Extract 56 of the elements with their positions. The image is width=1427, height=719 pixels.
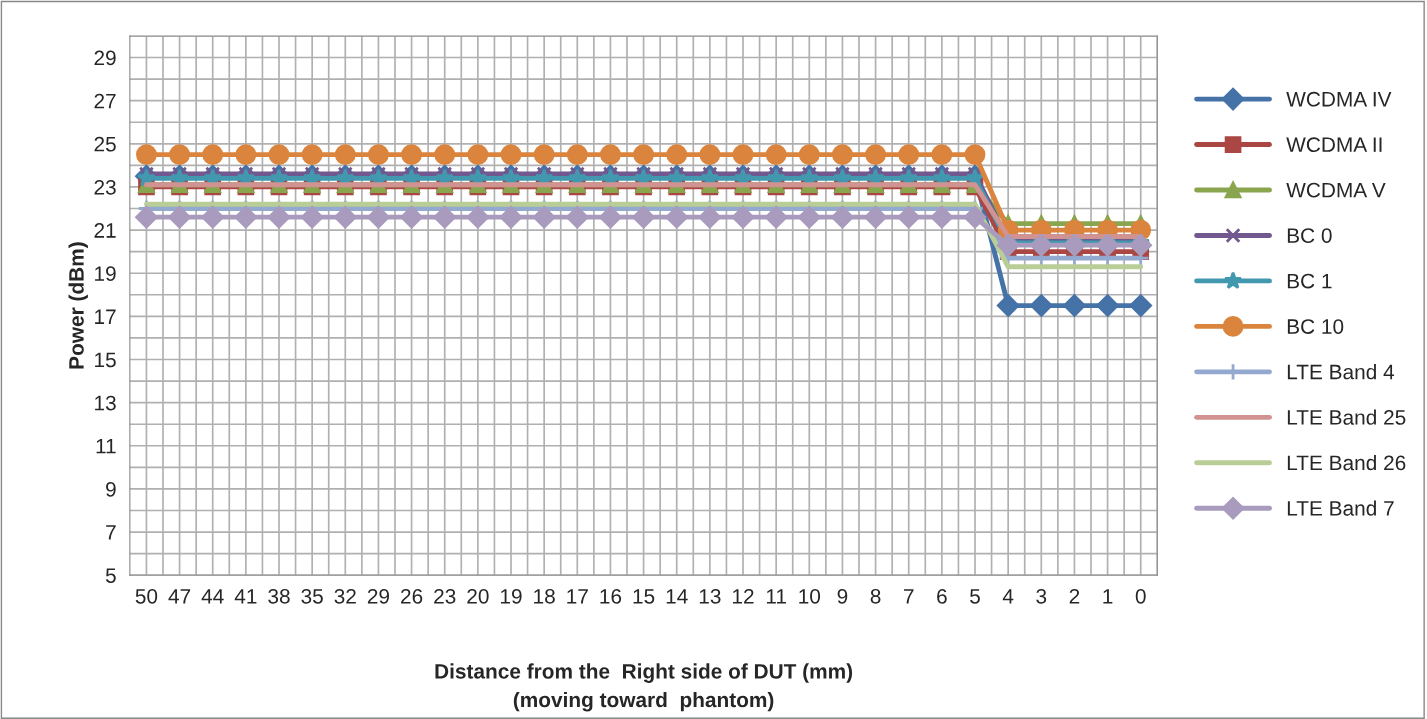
- x-tick-label: 32: [334, 588, 356, 604]
- x-tick-label: 14: [666, 589, 688, 604]
- x-tick-label: 50: [135, 588, 158, 604]
- x-tick-label: 8: [870, 588, 881, 604]
- x-tick-label: 17: [567, 589, 588, 604]
- x-tick-label: 1: [1103, 589, 1113, 604]
- x-tick-label: 10: [799, 588, 821, 604]
- x-tick-label: 15: [633, 589, 655, 604]
- x-tick-label: 16: [600, 588, 622, 604]
- legend-label: WCDMA IV: [1286, 91, 1392, 107]
- x-tick-label: 4: [1002, 589, 1014, 604]
- legend-label: WCDMA II: [1286, 137, 1382, 153]
- y-tick-label: 13: [95, 395, 116, 411]
- x-tick-label: 5: [970, 589, 980, 604]
- x-tick-label: 11: [766, 589, 786, 604]
- legend-label: WCDMA V: [1286, 182, 1386, 198]
- x-tick-label: 9: [837, 588, 848, 604]
- y-tick-label: 25: [94, 136, 116, 152]
- x-tick-label: 2: [1069, 588, 1080, 604]
- legend-label: LTE Band 25: [1287, 409, 1406, 425]
- legend-label: LTE Band 26: [1287, 454, 1406, 471]
- x-tick-label: 0: [1135, 588, 1146, 604]
- x-tick-label: 20: [467, 588, 489, 604]
- y-tick-label: 9: [106, 481, 116, 497]
- y-tick-label: 15: [95, 352, 116, 368]
- x-tick-label: 29: [367, 588, 390, 604]
- y-tick-label: 7: [106, 525, 116, 540]
- y-axis-title: Power (dBm): [68, 242, 88, 369]
- legend-label: BC 10: [1287, 319, 1344, 334]
- y-tick-label: 19: [95, 266, 116, 281]
- x-tick-label: 35: [301, 588, 323, 604]
- y-tick-label: 29: [94, 50, 116, 66]
- y-tick-label: 23: [94, 179, 116, 195]
- x-tick-label: 44: [201, 589, 224, 604]
- legend-label: BC 1: [1287, 273, 1332, 289]
- x-tick-label: 23: [434, 588, 456, 604]
- x-tick-label: 13: [699, 588, 721, 604]
- x-tick-label: 12: [733, 588, 754, 604]
- x-tick-label: 3: [1036, 588, 1047, 604]
- x-tick-label: 7: [904, 589, 914, 604]
- y-tick-label: 21: [94, 223, 116, 238]
- y-tick-label: 17: [95, 309, 116, 324]
- x-tick-label: 38: [268, 588, 290, 604]
- x-tick-label: 41: [234, 589, 257, 604]
- legend-label: BC 0: [1287, 228, 1332, 243]
- x-axis-title: Distance from the Right side of DUT (mm) (moving toward phantom): [435, 663, 853, 712]
- y-tick-label: 5: [105, 568, 116, 583]
- x-tick-label: 47: [168, 589, 191, 604]
- y-tick-label: 27: [94, 93, 116, 109]
- x-tick-label: 26: [401, 588, 423, 604]
- x-tick-label: 18: [534, 588, 555, 604]
- legend-label: LTE Band 7: [1287, 500, 1394, 516]
- y-tick-label: 11: [96, 439, 116, 454]
- x-tick-label: 6: [937, 588, 947, 604]
- x-tick-label: 19: [501, 588, 522, 604]
- legend-label: LTE Band 4: [1287, 364, 1395, 380]
